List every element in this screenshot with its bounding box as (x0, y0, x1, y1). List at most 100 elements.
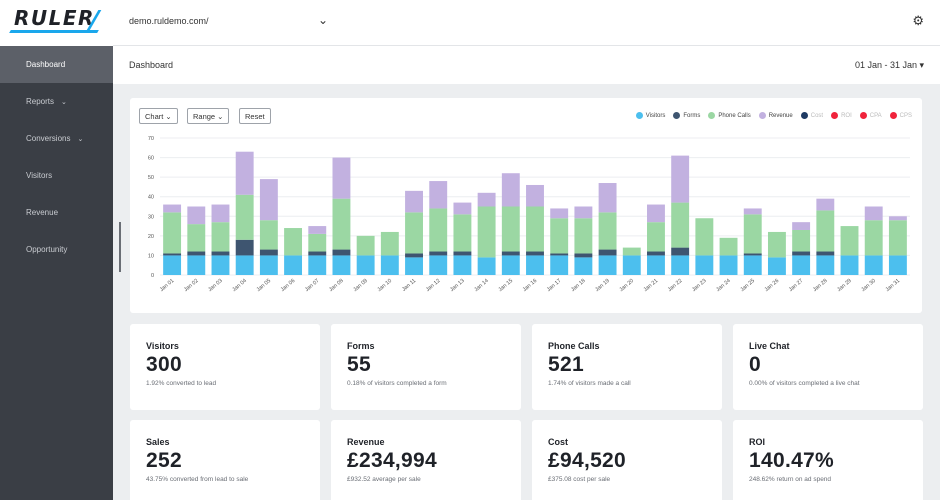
bar-segment-revenue (550, 208, 569, 219)
bar-segment-phone-calls (380, 231, 399, 256)
bar-segment-revenue (187, 206, 206, 225)
legend-item-revenue[interactable]: Revenue (758, 112, 793, 119)
stat-label: Revenue (347, 437, 385, 447)
y-tick-label: 60 (148, 156, 154, 162)
bar-segment-forms (332, 249, 351, 256)
bar-segment-forms (598, 249, 617, 256)
stat-card-cost[interactable]: Cost £94,520 £375.08 cost per sale (532, 420, 722, 500)
bar-segment-visitors (840, 255, 859, 275)
bar-segment-visitors (429, 255, 448, 275)
sidebar-item-revenue[interactable]: Revenue (0, 194, 113, 231)
sidebar-item-opportunity[interactable]: Opportunity (0, 231, 113, 268)
legend-label: Revenue (768, 112, 793, 119)
bar-segment-forms (574, 253, 593, 258)
stat-value: £94,520 (548, 449, 627, 472)
reset-button[interactable]: Reset (239, 108, 271, 124)
y-tick-label: 70 (148, 136, 154, 142)
stat-card-sales[interactable]: Sales 252 43.75% converted from lead to … (130, 420, 320, 500)
bar-segment-visitors (259, 255, 278, 275)
x-tick-label: Jan 04 (231, 278, 248, 293)
bar-segment-visitors (332, 255, 351, 275)
stat-subtext: 0.00% of visitors completed a live chat (749, 380, 860, 387)
stat-value: 0 (749, 353, 761, 376)
stat-card-live-chat[interactable]: Live Chat 0 0.00% of visitors completed … (733, 324, 923, 410)
bar-segment-phone-calls (453, 214, 472, 252)
bar-segment-phone-calls (574, 218, 593, 254)
bar-segment-visitors (671, 255, 690, 275)
bar-segment-visitors (695, 255, 714, 275)
stat-card-roi[interactable]: ROI 140.47% 248.62% return on ad spend (733, 420, 923, 500)
sidebar-item-visitors[interactable]: Visitors (0, 157, 113, 194)
stat-card-forms[interactable]: Forms 55 0.18% of visitors completed a f… (331, 324, 521, 410)
legend-label: Phone Calls (718, 112, 751, 119)
y-tick-label: 30 (148, 214, 154, 220)
x-tick-label: Jan 10 (377, 278, 394, 293)
stat-label: Visitors (146, 341, 179, 351)
x-tick-label: Jan 03 (207, 278, 224, 293)
chevron-down-icon[interactable]: ⌄ (318, 13, 329, 27)
legend-label: CPS (899, 112, 912, 119)
bar-segment-forms (235, 239, 254, 256)
stat-label: Cost (548, 437, 568, 447)
legend-label: Visitors (645, 112, 666, 119)
legend-item-cost[interactable]: Cost (800, 112, 823, 119)
bar-segment-visitors (816, 255, 835, 275)
x-tick-label: Jan 23 (691, 278, 708, 293)
gear-icon[interactable]: ⚙ (912, 13, 924, 28)
bar-segment-visitors (864, 255, 883, 275)
sidebar-item-label: Opportunity (26, 245, 68, 254)
legend-item-roi[interactable]: ROI (831, 112, 852, 119)
sidebar-item-label: Reports (26, 97, 55, 106)
stat-value: 521 (548, 353, 584, 376)
x-tick-label: Jan 26 (764, 278, 781, 293)
legend-item-phone-calls[interactable]: Phone Calls (708, 112, 751, 119)
legend-item-forms[interactable]: Forms (673, 112, 700, 119)
bar-segment-phone-calls (163, 212, 182, 254)
legend-item-cps[interactable]: CPS (889, 112, 912, 119)
sidebar-item-conversions[interactable]: Conversions ⌄ (0, 120, 113, 157)
bar-segment-revenue (816, 198, 835, 211)
bar-segment-phone-calls (767, 231, 786, 258)
x-tick-label: Jan 22 (667, 278, 684, 293)
stat-subtext: 43.75% converted from lead to sale (146, 476, 249, 483)
stat-card-phone-calls[interactable]: Phone Calls 521 1.74% of visitors made a… (532, 324, 722, 410)
legend-item-visitors[interactable]: Visitors (635, 112, 666, 119)
bar-segment-visitors (767, 257, 786, 275)
bar-segment-visitors (719, 255, 738, 275)
stat-card-visitors[interactable]: Visitors 300 1.92% converted to lead (130, 324, 320, 410)
sidebar-scrollbar[interactable] (119, 222, 121, 272)
sidebar-item-dashboard[interactable]: Dashboard (0, 46, 113, 83)
stat-card-revenue[interactable]: Revenue £234,994 £932.52 average per sal… (331, 420, 521, 500)
bar-segment-forms (550, 253, 569, 256)
x-tick-label: Jan 29 (836, 278, 853, 293)
chart-type-dropdown[interactable]: Chart ⌄ (139, 108, 178, 124)
bar-segment-visitors (574, 257, 593, 275)
legend-swatch (831, 112, 839, 119)
date-range-picker[interactable]: 01 Jan - 31 Jan ▾ (854, 60, 924, 70)
sidebar-item-reports[interactable]: Reports ⌄ (0, 83, 113, 120)
bar-segment-phone-calls (622, 247, 641, 256)
bar-segment-phone-calls (477, 206, 496, 258)
x-tick-label: Jan 16 (522, 278, 539, 293)
bar-segment-revenue (671, 155, 690, 203)
x-tick-label: Jan 05 (256, 278, 273, 293)
stacked-bar-chart: 0 10 20 30 40 50 60 70 Jan 01 Jan 02 Jan 03 Jan 04 J… (148, 136, 910, 293)
bar-segment-revenue (574, 206, 593, 219)
bar-segment-visitors (526, 255, 544, 275)
stat-subtext: 248.62% return on ad spend (749, 476, 832, 483)
bar-segment-phone-calls (671, 202, 690, 248)
bar-segment-revenue (743, 208, 762, 215)
bar-segment-forms (211, 251, 230, 256)
stat-subtext: 0.18% of visitors completed a form (347, 380, 447, 387)
stat-subtext: £932.52 average per sale (347, 476, 421, 483)
legend-item-cpa[interactable]: CPA (859, 112, 882, 119)
site-selector[interactable]: demo.ruldemo.com/ (129, 16, 209, 26)
logo[interactable]: RULER (0, 0, 113, 46)
range-dropdown[interactable]: Range ⌄ (187, 108, 230, 124)
sidebar: RULER Dashboard Reports ⌄ Conversions ⌄ … (0, 0, 113, 500)
bar-segment-revenue (477, 192, 496, 207)
bar-segment-phone-calls (332, 198, 351, 250)
bar-segment-visitors (380, 255, 399, 275)
bar-segment-revenue (501, 173, 520, 207)
bar-segment-revenue (598, 183, 617, 213)
